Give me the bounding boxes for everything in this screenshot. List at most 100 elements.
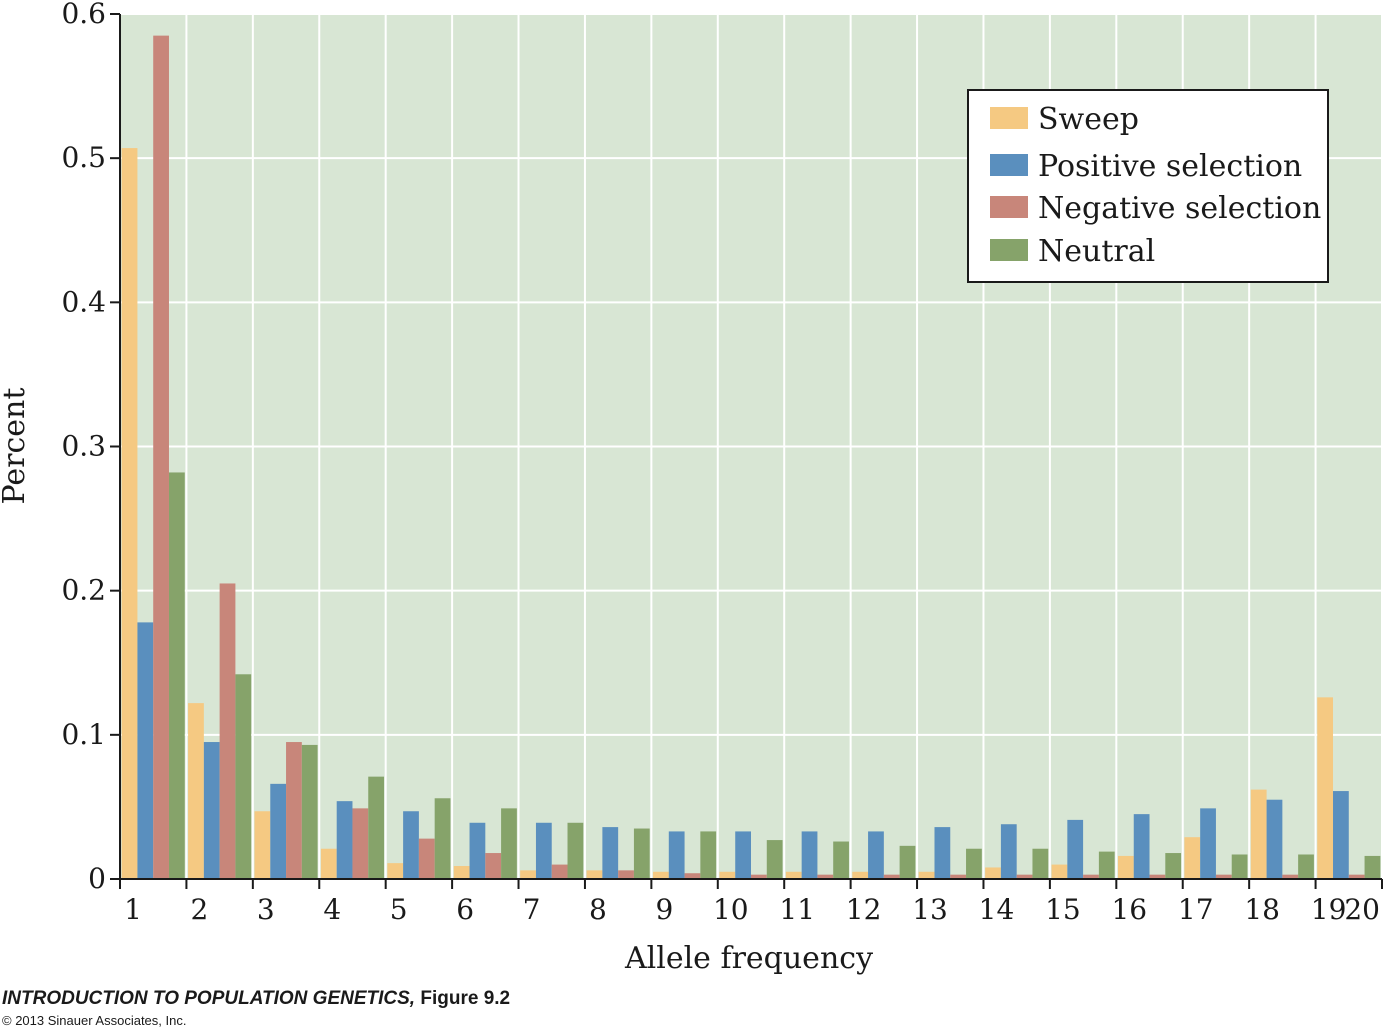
- bar-positive-selection-14: [1000, 824, 1017, 879]
- bar-negative-selection-15: [1083, 874, 1099, 879]
- bar-positive-selection-19: [1333, 791, 1349, 879]
- bar-sweep-12: [852, 871, 869, 879]
- x-tick-label: 3: [257, 893, 275, 926]
- tick-labels: 00.10.20.30.40.50.61 2 3 4 5 6 7 8 9 10 11 12 13 14 15…: [61, 0, 1380, 926]
- bar-negative-selection-5: [418, 838, 435, 879]
- bar-positive-selection-7: [535, 822, 552, 879]
- footer-copyright: © 2013 Sinauer Associates, Inc.: [2, 1013, 187, 1028]
- bar-positive-selection-9: [668, 831, 685, 879]
- bar-sweep-7: [520, 870, 536, 879]
- bar-neutral-12: [899, 845, 916, 879]
- x-tick-label: 2: [191, 893, 209, 926]
- bar-positive-selection-2: [203, 742, 220, 879]
- bar-sweep-19: [1317, 697, 1334, 879]
- bar-negative-selection-14: [1016, 874, 1033, 879]
- bar-neutral-2: [235, 674, 252, 879]
- x-tick-label: 18: [1244, 893, 1280, 926]
- x-tick-label: 12: [846, 893, 882, 926]
- x-tick-label: 13: [912, 893, 948, 926]
- bar-neutral-3: [301, 744, 318, 879]
- bar-positive-selection-13: [934, 827, 951, 879]
- bar-negative-selection-12: [883, 874, 900, 879]
- bar-negative-selection-7: [551, 864, 568, 879]
- bar-negative-selection-17: [1215, 874, 1232, 879]
- legend-swatch-sweep: [990, 107, 1028, 129]
- x-tick-label: 11: [779, 893, 815, 926]
- bar-positive-selection-12: [868, 831, 884, 879]
- bar-neutral-18: [1298, 854, 1314, 879]
- bar-sweep-17: [1184, 837, 1201, 879]
- bars: [121, 35, 1381, 880]
- bar-neutral-4: [368, 776, 385, 879]
- axes: [110, 13, 1383, 889]
- bar-sweep-1: [121, 148, 138, 879]
- bar-positive-selection-18: [1266, 799, 1283, 879]
- bar-positive-selection-16: [1133, 814, 1150, 880]
- bar-positive-selection-6: [469, 822, 486, 879]
- bar-sweep-15: [1051, 864, 1068, 879]
- legend-label-sweep: Sweep: [1038, 102, 1139, 137]
- x-tick-label: 20: [1344, 893, 1380, 926]
- y-tick-label: 0.2: [61, 574, 106, 607]
- bar-neutral-8: [633, 828, 650, 879]
- bar-sweep-3: [254, 811, 271, 879]
- y-tick-label: 0.3: [61, 430, 106, 463]
- footer-title-text: INTRODUCTION TO POPULATION GENETICS,: [2, 988, 416, 1009]
- bar-negative-selection-10: [751, 874, 767, 879]
- legend-swatch-negative-selection: [990, 196, 1028, 218]
- bar-sweep-10: [719, 871, 736, 879]
- bar-sweep-8: [586, 870, 603, 879]
- x-tick-label: 7: [523, 893, 541, 926]
- bar-sweep-11: [785, 871, 802, 879]
- footer-book-title: INTRODUCTION TO POPULATION GENETICS, Fig…: [2, 988, 510, 1010]
- bar-positive-selection-4: [336, 801, 353, 879]
- bar-neutral-7: [567, 822, 584, 879]
- bar-positive-selection-11: [801, 831, 818, 879]
- bar-sweep-18: [1250, 789, 1267, 879]
- y-tick-label: 0.1: [61, 718, 106, 751]
- bar-negative-selection-9: [684, 873, 701, 879]
- y-tick-label: 0.5: [61, 141, 106, 174]
- bar-sweep-9: [653, 871, 669, 879]
- x-tick-label: 9: [655, 893, 673, 926]
- bar-negative-selection-6: [485, 853, 502, 879]
- bar-positive-selection-8: [602, 827, 619, 879]
- x-tick-label: 8: [589, 893, 607, 926]
- bar-sweep-4: [320, 848, 337, 879]
- x-tick-label: 5: [390, 893, 408, 926]
- legend-label-positive-selection: Positive selection: [1038, 149, 1302, 184]
- y-tick-label: 0: [88, 862, 106, 895]
- bar-neutral-17: [1231, 854, 1248, 879]
- bar-positive-selection-3: [270, 783, 287, 879]
- bar-neutral-10: [766, 840, 783, 879]
- bar-negative-selection-18: [1282, 874, 1299, 879]
- bar-neutral-1: [168, 472, 185, 879]
- footer-figure-number: Figure 9.2: [420, 988, 511, 1009]
- bar-sweep-14: [985, 867, 1001, 879]
- bar-neutral-14: [1032, 848, 1049, 879]
- bar-negative-selection-2: [219, 583, 236, 879]
- bar-positive-selection-15: [1067, 819, 1084, 879]
- x-tick-label: 6: [456, 893, 474, 926]
- bar-negative-selection-16: [1149, 874, 1166, 879]
- y-tick-label: 0.6: [61, 0, 106, 30]
- bar-positive-selection-10: [735, 831, 751, 879]
- bar-neutral-5: [434, 798, 451, 879]
- x-tick-label: 14: [979, 893, 1015, 926]
- bar-positive-selection-1: [137, 622, 154, 879]
- legend-swatch-neutral: [990, 239, 1028, 261]
- x-axis-title: Allele frequency: [624, 941, 873, 976]
- x-tick-label: 19: [1311, 893, 1347, 926]
- bar-negative-selection-19: [1348, 874, 1365, 879]
- bar-sweep-13: [918, 871, 935, 879]
- bar-negative-selection-8: [618, 870, 634, 879]
- y-tick-label: 0.4: [61, 285, 106, 318]
- legend-label-negative-selection: Negative selection: [1038, 191, 1321, 226]
- bar-negative-selection-3: [286, 742, 302, 879]
- bar-positive-selection-17: [1200, 808, 1216, 879]
- bar-neutral-9: [700, 831, 717, 879]
- x-tick-label: 1: [124, 893, 142, 926]
- bar-sweep-6: [453, 866, 470, 879]
- bar-sweep-2: [188, 703, 204, 879]
- bar-positive-selection-5: [403, 811, 419, 879]
